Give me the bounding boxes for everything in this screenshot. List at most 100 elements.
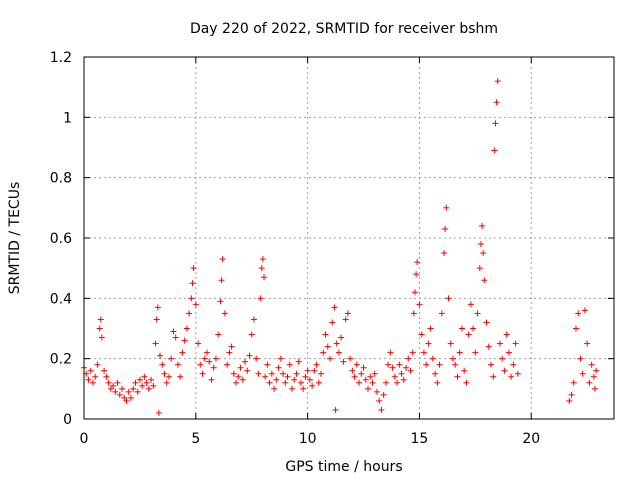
data-point <box>119 385 126 392</box>
data-point <box>157 352 164 359</box>
chart-title: Day 220 of 2022, SRMTID for receiver bsh… <box>190 21 498 37</box>
data-point <box>492 120 499 127</box>
data-point <box>474 310 481 317</box>
data-point <box>295 358 302 365</box>
data-point <box>259 256 266 263</box>
data-point <box>432 370 439 377</box>
data-point <box>382 379 389 386</box>
data-point <box>230 370 237 377</box>
data-point <box>145 385 152 392</box>
data-point <box>447 340 454 347</box>
data-point <box>454 373 461 380</box>
data-point <box>201 355 208 362</box>
data-point <box>313 361 320 368</box>
data-point <box>409 349 416 356</box>
data-point <box>258 265 265 272</box>
data-point <box>420 349 427 356</box>
data-point <box>391 373 398 380</box>
y-tick-label: 0.6 <box>50 231 72 247</box>
data-point <box>197 361 204 368</box>
data-point <box>186 310 193 317</box>
data-point <box>400 376 407 383</box>
data-point <box>425 340 432 347</box>
data-point <box>255 370 262 377</box>
data-point <box>244 367 251 374</box>
data-point <box>434 379 441 386</box>
data-point <box>87 367 94 374</box>
data-point <box>320 349 327 356</box>
data-point <box>485 343 492 350</box>
data-point <box>579 370 586 377</box>
data-point <box>242 358 249 365</box>
data-point <box>139 382 146 389</box>
data-point <box>586 379 593 386</box>
data-point <box>94 361 101 368</box>
y-axis-label: SRMTID / TECUs <box>7 182 23 295</box>
data-point <box>331 304 338 311</box>
data-point <box>143 379 150 386</box>
data-point <box>116 391 123 398</box>
data-point <box>192 301 199 308</box>
data-point <box>110 382 117 389</box>
y-tick-label: 1.2 <box>50 50 72 66</box>
data-point <box>154 304 161 311</box>
data-point <box>510 361 517 368</box>
data-point <box>371 370 378 377</box>
data-point <box>590 373 597 380</box>
data-point <box>130 385 137 392</box>
data-point <box>429 355 436 362</box>
data-point <box>155 409 162 416</box>
data-point <box>322 331 329 338</box>
y-tick-label: 0.8 <box>50 171 72 187</box>
data-point <box>443 204 450 211</box>
data-point <box>163 379 170 386</box>
plot-frame <box>83 56 615 420</box>
data-point <box>153 316 160 323</box>
data-point <box>369 379 376 386</box>
data-point <box>181 337 188 344</box>
data-point <box>505 349 512 356</box>
data-point <box>476 265 483 272</box>
data-point <box>483 319 490 326</box>
data-point <box>217 298 224 305</box>
data-point <box>470 325 477 332</box>
data-point <box>416 301 423 308</box>
data-point <box>405 355 412 362</box>
data-point <box>170 328 177 335</box>
data-point <box>318 370 325 377</box>
data-point <box>165 373 172 380</box>
data-point <box>189 280 196 287</box>
data-point <box>410 310 417 317</box>
data-point <box>271 385 278 392</box>
data-point <box>333 340 340 347</box>
data-point <box>347 355 354 362</box>
x-tick-label: 20 <box>522 431 540 447</box>
data-point <box>411 289 418 296</box>
data-point <box>284 373 291 380</box>
data-point <box>273 376 280 383</box>
data-point <box>224 361 231 368</box>
data-point <box>365 385 372 392</box>
data-point <box>161 370 168 377</box>
data-point <box>172 334 179 341</box>
data-point <box>277 355 284 362</box>
data-point <box>394 379 401 386</box>
data-point <box>360 364 367 371</box>
data-point <box>358 370 365 377</box>
axis-ticks: 0 0.2 0.4 0.6 0.8 1 1.2 0 5 10 15 20 <box>50 50 614 447</box>
data-point <box>407 367 414 374</box>
data-point <box>385 361 392 368</box>
x-axis-label: GPS time / hours <box>285 459 402 475</box>
data-point <box>264 361 271 368</box>
data-point <box>291 376 298 383</box>
data-point <box>141 373 148 380</box>
data-point <box>127 394 134 401</box>
data-point <box>237 364 244 371</box>
data-points <box>81 78 600 416</box>
grid-lines <box>84 57 614 419</box>
data-point <box>351 373 358 380</box>
data-point <box>496 340 503 347</box>
data-point <box>514 370 521 377</box>
data-point <box>300 385 307 392</box>
